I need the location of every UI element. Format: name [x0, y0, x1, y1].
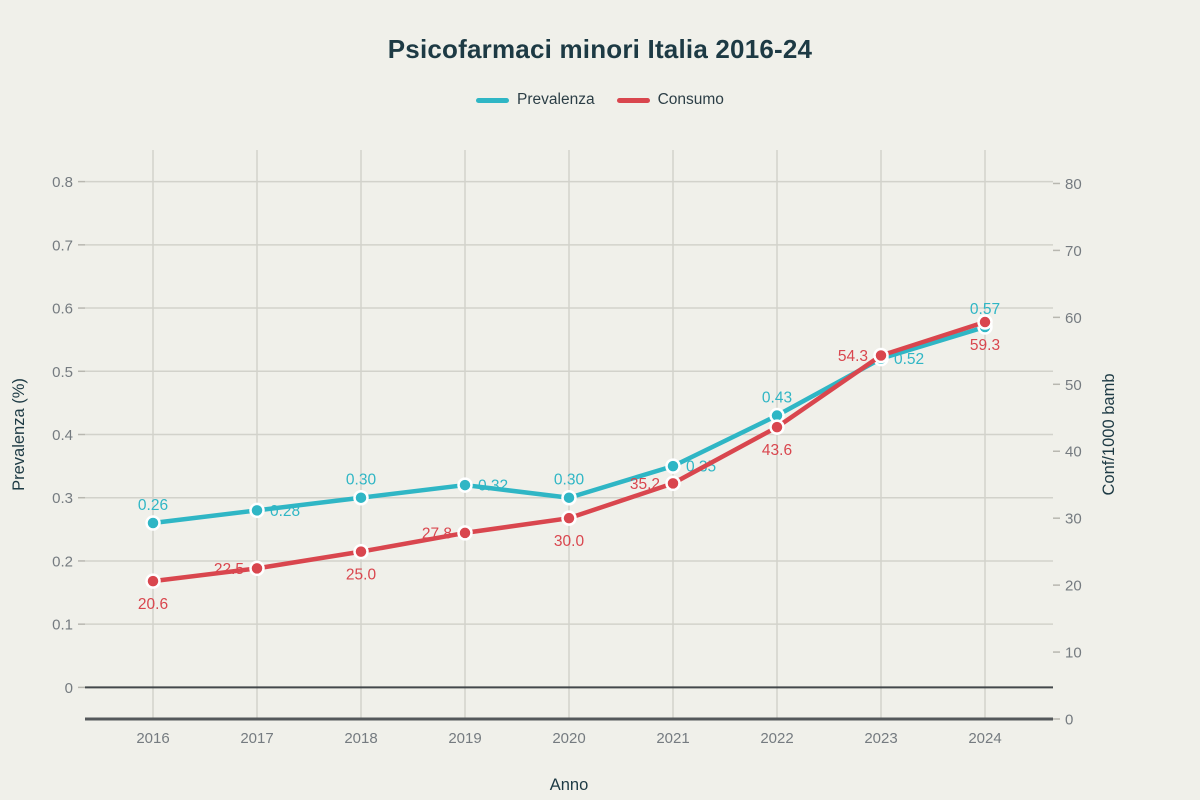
data-label-consumo: 30.0: [554, 533, 585, 550]
data-point-consumo: [249, 560, 265, 577]
x-tick-label: 2022: [760, 730, 793, 747]
y-right-axis-title: Conf/1000 bamb: [1100, 373, 1118, 495]
data-point-consumo: [977, 314, 993, 330]
data-label-consumo: 59.3: [970, 337, 1000, 354]
legend-label-prevalenza: Prevalenza: [517, 91, 595, 108]
y-left-tick-label: 0.4: [52, 427, 73, 444]
data-point-prevalenza: [249, 502, 265, 519]
y-left-tick-label: 0.1: [52, 617, 73, 634]
x-tick-label: 2020: [552, 730, 585, 747]
data-point-prevalenza: [457, 477, 473, 493]
legend-item-consumo[interactable]: Consumo: [616, 91, 724, 109]
legend-swatch-prevalenza-icon: [476, 97, 510, 103]
y-right-tick-label: 30: [1065, 511, 1082, 528]
data-point-consumo: [665, 475, 681, 492]
data-label-prevalenza: 0.52: [894, 351, 924, 368]
data-label-consumo: 22.5: [214, 561, 244, 578]
y-left-tick-label: 0.8: [52, 174, 73, 191]
y-left-axis-title: Prevalenza (%): [10, 378, 28, 491]
legend-label-consumo: Consumo: [657, 91, 724, 108]
data-label-consumo: 35.2: [630, 476, 660, 493]
data-point-prevalenza: [145, 515, 161, 531]
data-point-prevalenza: [561, 489, 577, 506]
y-left-tick-label: 0.6: [52, 301, 73, 318]
y-left-tick-label: 0: [65, 680, 73, 697]
x-tick-label: 2024: [968, 730, 1001, 747]
data-label-consumo: 20.6: [138, 596, 168, 613]
y-right-tick-label: 20: [1065, 578, 1082, 595]
data-label-prevalenza: 0.26: [138, 497, 168, 514]
x-tick-label: 2018: [344, 730, 377, 747]
y-right-tick-label: 50: [1065, 377, 1082, 394]
data-label-consumo: 25.0: [346, 567, 377, 584]
data-label-prevalenza: 0.28: [270, 503, 300, 520]
x-tick-label: 2019: [448, 730, 481, 747]
y-right-tick-label: 80: [1065, 176, 1082, 193]
data-label-prevalenza: 0.30: [554, 472, 585, 489]
y-right-tick-label: 60: [1065, 310, 1082, 327]
data-label-prevalenza: 0.43: [762, 390, 792, 407]
data-point-consumo: [873, 347, 889, 364]
y-left-tick-label: 0.2: [52, 553, 73, 570]
data-point-consumo: [145, 573, 161, 589]
data-point-consumo: [353, 543, 369, 560]
y-right-tick-label: 70: [1065, 243, 1082, 260]
data-point-consumo: [561, 510, 577, 526]
x-axis-title: Anno: [550, 776, 589, 794]
x-tick-label: 2016: [136, 730, 169, 747]
data-point-consumo: [769, 419, 785, 435]
data-label-consumo: 43.6: [762, 442, 792, 459]
data-point-prevalenza: [665, 458, 681, 474]
y-left-tick-label: 0.7: [52, 237, 73, 254]
legend: Prevalenza Consumo: [0, 91, 1200, 109]
x-tick-label: 2021: [656, 730, 689, 747]
data-point-prevalenza: [353, 489, 369, 506]
data-label-consumo: 54.3: [838, 348, 868, 365]
y-left-tick-label: 0.5: [52, 364, 73, 381]
data-label-prevalenza: 0.32: [478, 478, 508, 495]
data-label-prevalenza: 0.30: [346, 472, 377, 489]
data-label-consumo: 27.8: [422, 525, 452, 542]
y-right-tick-label: 0: [1065, 712, 1073, 729]
x-tick-label: 2017: [240, 730, 273, 747]
y-left-tick-label: 0.3: [52, 490, 73, 507]
x-tick-label: 2023: [864, 730, 897, 747]
legend-swatch-consumo-icon: [616, 97, 650, 103]
y-right-tick-label: 40: [1065, 444, 1082, 461]
y-right-tick-label: 10: [1065, 645, 1082, 662]
legend-item-prevalenza[interactable]: Prevalenza: [476, 91, 595, 109]
data-point-consumo: [457, 525, 473, 541]
data-label-prevalenza: 0.57: [970, 301, 1000, 318]
chart-title: Psicofarmaci minori Italia 2016-24: [387, 34, 813, 64]
